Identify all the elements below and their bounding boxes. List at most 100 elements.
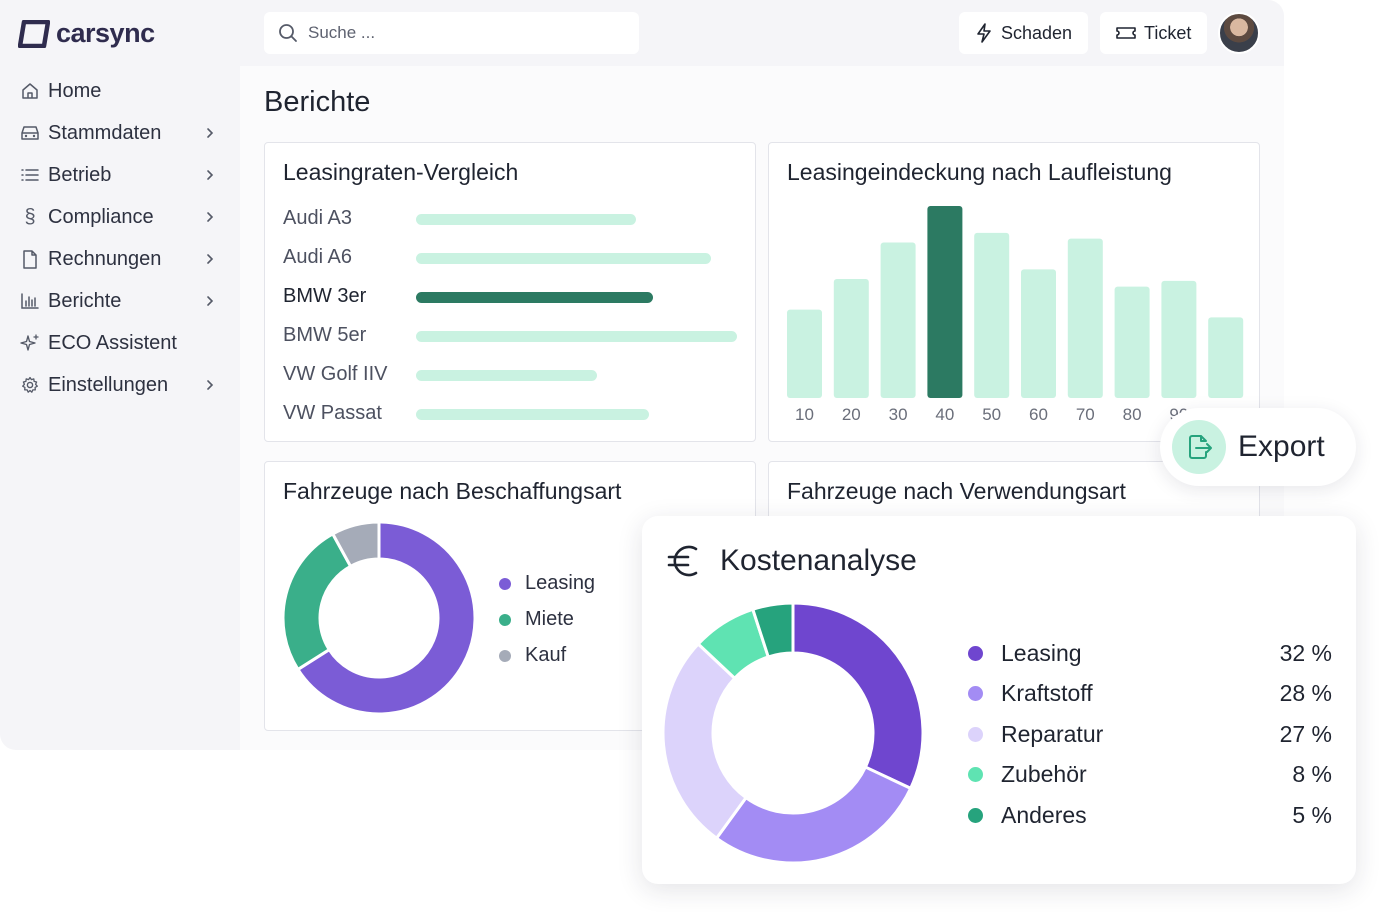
legend-dot xyxy=(968,767,983,782)
sidebar-item-home[interactable]: Home xyxy=(0,70,240,112)
bar[interactable] xyxy=(974,232,1010,398)
cost-legend-item: Leasing 32 % xyxy=(968,638,1332,668)
cost-legend-label: Anderes xyxy=(1001,801,1087,828)
bar[interactable] xyxy=(416,214,636,225)
donut-slice[interactable] xyxy=(714,765,913,865)
x-tick-label: 70 xyxy=(1075,405,1095,424)
donut-slice[interactable] xyxy=(281,531,353,672)
sidebar-item-berichte[interactable]: Berichte xyxy=(0,280,240,322)
page-title: Berichte xyxy=(264,86,371,118)
bar-label: VW Passat xyxy=(283,402,382,424)
list-icon xyxy=(20,165,40,185)
damage-button[interactable]: Schaden xyxy=(959,12,1089,54)
sidebar-item-label: Stammdaten xyxy=(48,121,162,144)
card-title: Fahrzeuge nach Verwendungsart xyxy=(787,478,1126,504)
bar[interactable] xyxy=(416,331,737,342)
cost-legend-value: 27 % xyxy=(1279,720,1332,747)
search-box[interactable] xyxy=(264,12,639,54)
legend-dot xyxy=(499,649,511,662)
sidebar-item-betrieb[interactable]: Betrieb xyxy=(0,154,240,196)
donut-slice[interactable] xyxy=(791,601,925,791)
damage-button-label: Schaden xyxy=(1001,22,1073,43)
bar[interactable] xyxy=(1067,238,1103,398)
sidebar-item-compliance[interactable]: § Compliance xyxy=(0,196,240,238)
sidebar-item-label: Betrieb xyxy=(48,163,112,186)
procurement-donut-chart xyxy=(281,520,477,716)
legend-dot xyxy=(968,645,983,661)
cost-analysis-card: Kostenanalyse Leasing 32 % Kraftstoff 28 % R… xyxy=(642,516,1356,884)
bar[interactable] xyxy=(787,309,822,398)
sidebar-item-rechnungen[interactable]: Rechnungen xyxy=(0,238,240,280)
bar[interactable] xyxy=(1161,280,1197,398)
ticket-icon xyxy=(1116,27,1136,39)
card-title: Leasingeindeckung nach Laufleistung xyxy=(787,159,1172,185)
gear-icon xyxy=(20,375,40,395)
bar-label: BMW 3er xyxy=(283,285,367,307)
chevron-right-icon xyxy=(207,380,214,390)
x-tick-label: 40 xyxy=(935,405,955,424)
card-title: Leasingraten-Vergleich xyxy=(283,159,519,185)
cost-legend-label: Reparatur xyxy=(1001,720,1104,747)
user-avatar[interactable] xyxy=(1218,12,1260,54)
bar[interactable] xyxy=(880,242,916,398)
bar[interactable] xyxy=(1021,269,1056,398)
chevron-right-icon xyxy=(207,212,214,222)
export-button[interactable]: Export xyxy=(1160,408,1356,486)
donut-slice[interactable] xyxy=(330,520,381,569)
cost-legend-item: Zubehör 8 % xyxy=(968,760,1332,790)
sparkle-icon xyxy=(20,333,40,353)
bar[interactable] xyxy=(416,409,649,420)
leasing-rates-card: Leasingraten-Vergleich Audi A3 Audi A6 BMW… xyxy=(264,142,756,442)
lightning-icon xyxy=(977,23,991,43)
legend-item: Miete xyxy=(499,608,574,631)
bar[interactable] xyxy=(416,292,653,303)
bar[interactable] xyxy=(1208,317,1244,398)
legend-dot xyxy=(499,577,511,590)
donut-slice[interactable] xyxy=(661,641,749,841)
section-icon: § xyxy=(24,205,36,228)
sidebar-item-eco-assistent[interactable]: ECO Assistent xyxy=(0,322,240,364)
chevron-right-icon xyxy=(207,128,214,138)
bar[interactable] xyxy=(416,370,597,381)
export-button-label: Export xyxy=(1238,430,1325,463)
donut-slice[interactable] xyxy=(750,601,795,659)
card-title: Fahrzeuge nach Beschaffungsart xyxy=(283,478,622,504)
legend-label: Leasing xyxy=(525,572,596,594)
bar-chart-icon xyxy=(20,291,40,311)
bar[interactable] xyxy=(416,253,711,264)
leasing-coverage-chart xyxy=(787,206,1244,398)
sidebar-item-label: Home xyxy=(48,79,102,102)
cost-legend-item: Anderes 5 % xyxy=(968,800,1332,830)
cost-legend-value: 28 % xyxy=(1279,680,1332,706)
brand-name: carsync xyxy=(56,18,155,48)
ticket-button[interactable]: Ticket xyxy=(1100,12,1208,54)
cost-legend-value: 8 % xyxy=(1292,761,1332,787)
sidebar-item-label: Compliance xyxy=(48,205,154,228)
cost-legend-value: 5 % xyxy=(1292,801,1332,828)
bar[interactable] xyxy=(833,278,869,398)
chevron-right-icon xyxy=(207,170,214,180)
donut-slice[interactable] xyxy=(295,520,477,716)
logo-mark-icon xyxy=(18,19,50,48)
sidebar-item-label: Rechnungen xyxy=(48,247,162,270)
bar[interactable] xyxy=(927,206,963,398)
cost-legend-value: 32 % xyxy=(1279,639,1332,666)
sidebar-item-einstellungen[interactable]: Einstellungen xyxy=(0,364,240,406)
file-icon xyxy=(20,249,40,269)
bar[interactable] xyxy=(1114,286,1150,398)
cost-legend-label: Leasing xyxy=(1001,639,1082,666)
sidebar: Home Stammdaten Betrieb § Compliance Rec xyxy=(0,70,240,406)
home-icon xyxy=(20,81,40,101)
car-icon xyxy=(20,123,40,143)
bar-label: Audi A6 xyxy=(283,246,352,268)
bar-label: VW Golf IIV xyxy=(283,363,388,385)
x-tick-label: 50 xyxy=(982,405,1002,424)
chevron-right-icon xyxy=(207,254,214,264)
legend-item: Kauf xyxy=(499,644,566,667)
search-icon xyxy=(279,24,297,42)
x-tick-label: 80 xyxy=(1122,405,1142,424)
search-input[interactable] xyxy=(308,23,608,43)
brand-logo[interactable]: carsync xyxy=(18,18,155,49)
export-file-icon xyxy=(1172,420,1226,474)
sidebar-item-stammdaten[interactable]: Stammdaten xyxy=(0,112,240,154)
